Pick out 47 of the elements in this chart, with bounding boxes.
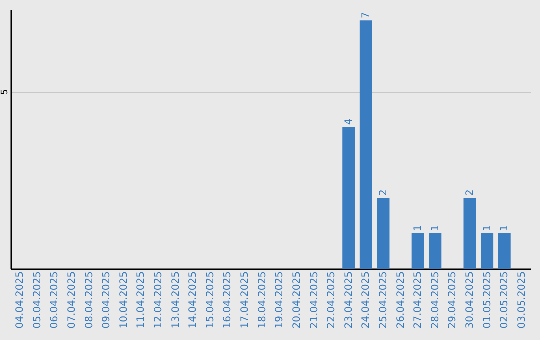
- x-tick-label: 09.04.2025: [102, 272, 113, 329]
- x-tick-label: 20.04.2025: [292, 272, 303, 329]
- data-label: 4: [344, 118, 355, 126]
- x-tick-label: 14.04.2025: [188, 272, 200, 329]
- bar: [481, 234, 494, 269]
- data-label: 7: [361, 12, 372, 19]
- x-tick-label: 11.04.2025: [136, 272, 148, 329]
- bar: [412, 234, 424, 269]
- x-tick-label: 13.04.2025: [170, 272, 182, 329]
- data-label: 1: [500, 225, 511, 232]
- data-label: 2: [465, 190, 476, 196]
- x-tick-label: 21.04.2025: [309, 272, 320, 329]
- x-tick-label: 16.04.2025: [222, 272, 234, 329]
- x-tick-label: 04.04.2025: [15, 272, 26, 329]
- x-tick-label: 06.04.2025: [50, 272, 61, 329]
- x-tick-label: 25.04.2025: [378, 272, 390, 329]
- y-tick-label: 5: [0, 89, 10, 95]
- x-tick-label: 30.04.2025: [465, 272, 476, 329]
- x-tick-label: 07.04.2025: [67, 272, 78, 329]
- x-tick-label: 01.05.2025: [482, 272, 494, 329]
- x-tick-label: 19.04.2025: [274, 272, 286, 329]
- bar: [498, 234, 511, 269]
- data-label: 2: [378, 190, 390, 196]
- x-tick-label: 29.04.2025: [448, 272, 459, 329]
- x-tick-label: 27.04.2025: [413, 272, 424, 329]
- x-tick-label: 22.04.2025: [326, 272, 338, 329]
- bar: [342, 127, 356, 269]
- data-label: 1: [482, 225, 494, 232]
- x-tick-label: 24.04.2025: [361, 272, 372, 329]
- bar: [464, 198, 476, 269]
- data-label: 1: [413, 225, 424, 232]
- bar: [377, 198, 390, 269]
- x-tick-label: 18.04.2025: [257, 272, 268, 329]
- bar: [360, 20, 372, 269]
- x-tick-label: 28.04.2025: [430, 272, 442, 329]
- x-tick-label: 26.04.2025: [396, 272, 407, 329]
- x-tick-label: 17.04.2025: [240, 272, 252, 329]
- x-tick-label: 03.05.2025: [516, 272, 528, 329]
- bar: [429, 234, 442, 269]
- x-tick-label: 23.04.2025: [344, 272, 355, 329]
- x-tick-label: 15.04.2025: [205, 272, 216, 329]
- x-tick-label: 08.04.2025: [84, 272, 96, 329]
- data-label: 1: [430, 225, 442, 232]
- x-tick-label: 10.04.2025: [118, 272, 130, 329]
- x-tick-label: 12.04.2025: [154, 272, 165, 329]
- x-tick-label: 05.04.2025: [32, 272, 44, 329]
- x-tick-label: 02.05.2025: [500, 272, 511, 329]
